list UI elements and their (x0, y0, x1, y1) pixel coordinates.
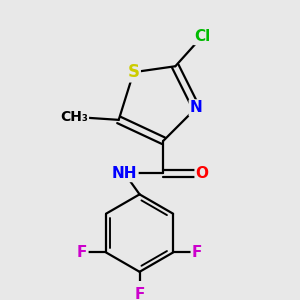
Text: F: F (192, 245, 202, 260)
Text: F: F (134, 287, 145, 300)
Text: O: O (196, 166, 208, 181)
Text: CH₃: CH₃ (60, 110, 88, 124)
Text: N: N (190, 100, 203, 116)
Text: Cl: Cl (194, 29, 210, 44)
Text: S: S (128, 63, 140, 81)
Text: F: F (77, 245, 87, 260)
Text: NH: NH (112, 166, 137, 181)
